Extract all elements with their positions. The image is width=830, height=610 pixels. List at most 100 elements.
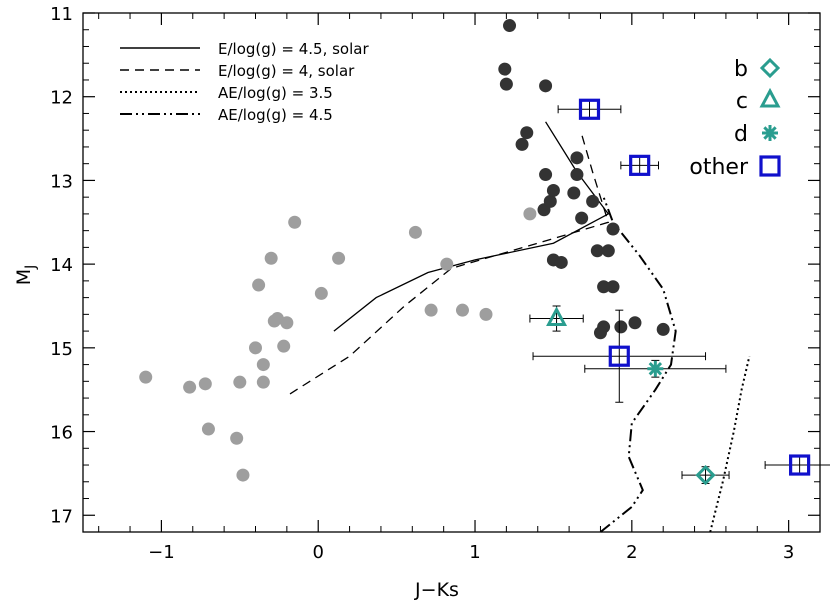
data-point-dark-points [520, 126, 534, 140]
data-point-dark-points [606, 280, 620, 294]
y-axis-label-main: M [13, 269, 35, 285]
legend-marker-b [759, 57, 781, 79]
data-point-grey-points [455, 303, 469, 317]
data-point-grey-points [252, 278, 266, 292]
x-tick-label: 3 [783, 542, 794, 563]
data-point-grey-points [408, 225, 422, 239]
data-point-dark-points [539, 79, 553, 93]
data-point-grey-points [256, 358, 270, 372]
y-tick-label: 16 [50, 423, 73, 444]
data-point-dark-points [503, 19, 517, 33]
y-tick-label: 11 [50, 4, 73, 25]
x-axis-label: J−Ks [414, 579, 459, 601]
line-legend: E/log(g) = 4.5, solar E/log(g) = 4, sola… [120, 40, 369, 124]
data-point-dark-points [614, 320, 628, 334]
data-point-dark-points [543, 194, 557, 208]
data-point-dark-points [586, 194, 600, 208]
legend-line-entry: E/log(g) = 4, solar [120, 62, 355, 80]
asterisk-stroke [763, 126, 777, 140]
legend-markers [759, 57, 781, 177]
data-point-dark-points [628, 316, 642, 330]
data-point-grey-points [280, 316, 294, 330]
data-point-dark-points [554, 255, 568, 269]
data-point-dark-points [498, 62, 512, 76]
model-line-dash-dot-dot [599, 196, 677, 533]
data-point-grey-points [183, 380, 197, 394]
data-point-grey-points [314, 286, 328, 300]
data-point-grey-points [230, 431, 244, 445]
data-point-dark-points [546, 183, 560, 197]
legend-label-other: other [689, 155, 749, 180]
data-point-other [789, 454, 811, 476]
x-tick-label: 1 [469, 542, 480, 563]
legend-label-c: c [736, 89, 748, 114]
data-point-dark-points [590, 244, 604, 258]
legend-line-label: E/log(g) = 4, solar [218, 62, 355, 80]
data-point-other [608, 345, 630, 367]
legend-label-d: d [734, 122, 748, 147]
y-axis-label-group: MJ [13, 265, 39, 286]
data-point-dark-points [575, 211, 589, 225]
model-lines [289, 121, 751, 533]
x-tick-label: −1 [148, 542, 175, 563]
y-tick-label: 17 [50, 506, 73, 527]
legend-marker-c [759, 87, 781, 108]
legend-marker-other [759, 155, 781, 177]
data-point-grey-points [201, 422, 215, 436]
data-point-grey-points [256, 375, 270, 389]
model-line-dashed [289, 134, 610, 395]
legend-line-entry: E/log(g) = 4.5, solar [120, 40, 369, 58]
data-point-grey-points [277, 339, 291, 353]
model-line-dotted [709, 355, 751, 533]
y-tick-label: 12 [50, 88, 73, 109]
y-tick-label: 13 [50, 171, 73, 192]
data-point-dark-points [606, 222, 620, 236]
plot-frame [82, 12, 821, 533]
data-point-d [647, 360, 664, 377]
data-point-dark-points [593, 326, 607, 340]
data-point-dark-points [656, 322, 670, 336]
data-point-grey-points [264, 251, 278, 265]
data-point-other [629, 154, 651, 176]
data-point-grey-points [523, 207, 537, 221]
legend-label-b: b [734, 57, 748, 82]
data-point-dark-points [597, 280, 611, 294]
data-point-grey-points [236, 468, 250, 482]
data-point-dark-points [570, 168, 584, 182]
data-point-grey-points [233, 375, 247, 389]
data-point-dark-points [567, 186, 581, 200]
data-point-grey-points [288, 215, 302, 229]
y-axis-label-subscript: J [23, 265, 39, 270]
data-point-grey-points [424, 303, 438, 317]
data-point-dark-points [570, 151, 584, 165]
data-point-grey-points [479, 307, 493, 321]
data-point-dark-points [539, 168, 553, 182]
legend-line-label: AE/log(g) = 4.5 [218, 106, 333, 124]
legend-line-label: AE/log(g) = 3.5 [218, 84, 333, 102]
data-point-grey-points [198, 377, 212, 391]
asterisk-stroke [648, 362, 663, 376]
data-point-grey-points [332, 251, 346, 265]
data-point-grey-points [248, 341, 262, 355]
data-points [139, 19, 830, 486]
data-point-dark-points [515, 137, 529, 151]
data-point-dark-points [499, 77, 513, 91]
data-point-grey-points [139, 370, 153, 384]
y-axis-label: MJ [13, 265, 39, 286]
data-point-other [578, 98, 601, 120]
legend-line-label: E/log(g) = 4.5, solar [218, 40, 369, 58]
data-point-grey-points [440, 257, 454, 271]
marker-legend: b c d other [689, 57, 781, 180]
y-tick-label: 15 [50, 339, 73, 360]
legend-line-entry: AE/log(g) = 4.5 [120, 106, 333, 124]
legend-line-entry: AE/log(g) = 3.5 [120, 84, 333, 102]
data-point-b [695, 464, 716, 486]
data-point-c [546, 306, 568, 327]
x-tick-label: 2 [626, 542, 637, 563]
y-tick-label: 14 [50, 255, 73, 276]
legend-marker-d [762, 125, 778, 141]
data-point-dark-points [601, 244, 615, 258]
